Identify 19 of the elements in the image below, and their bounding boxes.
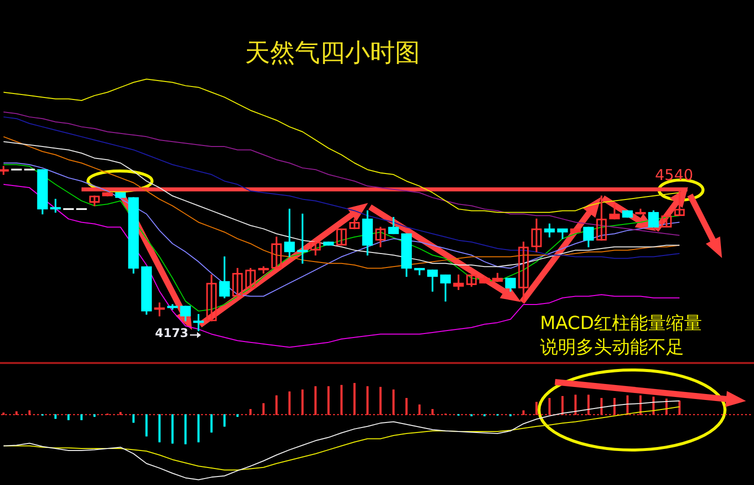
annotation: MACD红柱能量缩量 — [540, 313, 702, 335]
text: 说明多头动能不足 — [540, 337, 684, 359]
bar — [54, 414, 57, 419]
candlestick — [154, 302, 165, 316]
candlestick — [50, 198, 61, 213]
candlestick — [193, 314, 204, 332]
annotation: 4173 — [155, 326, 188, 340]
bar — [210, 414, 213, 433]
candlestick — [297, 214, 308, 264]
bar — [145, 414, 148, 436]
candlestick — [284, 208, 295, 258]
bar — [223, 414, 226, 427]
bar — [184, 414, 187, 444]
candlestick — [453, 274, 464, 290]
bar — [197, 414, 200, 442]
annotation: 4540 — [655, 166, 694, 184]
chart-title: 天然气四小时图 — [245, 37, 420, 69]
bar — [171, 414, 174, 444]
bar — [158, 414, 161, 442]
